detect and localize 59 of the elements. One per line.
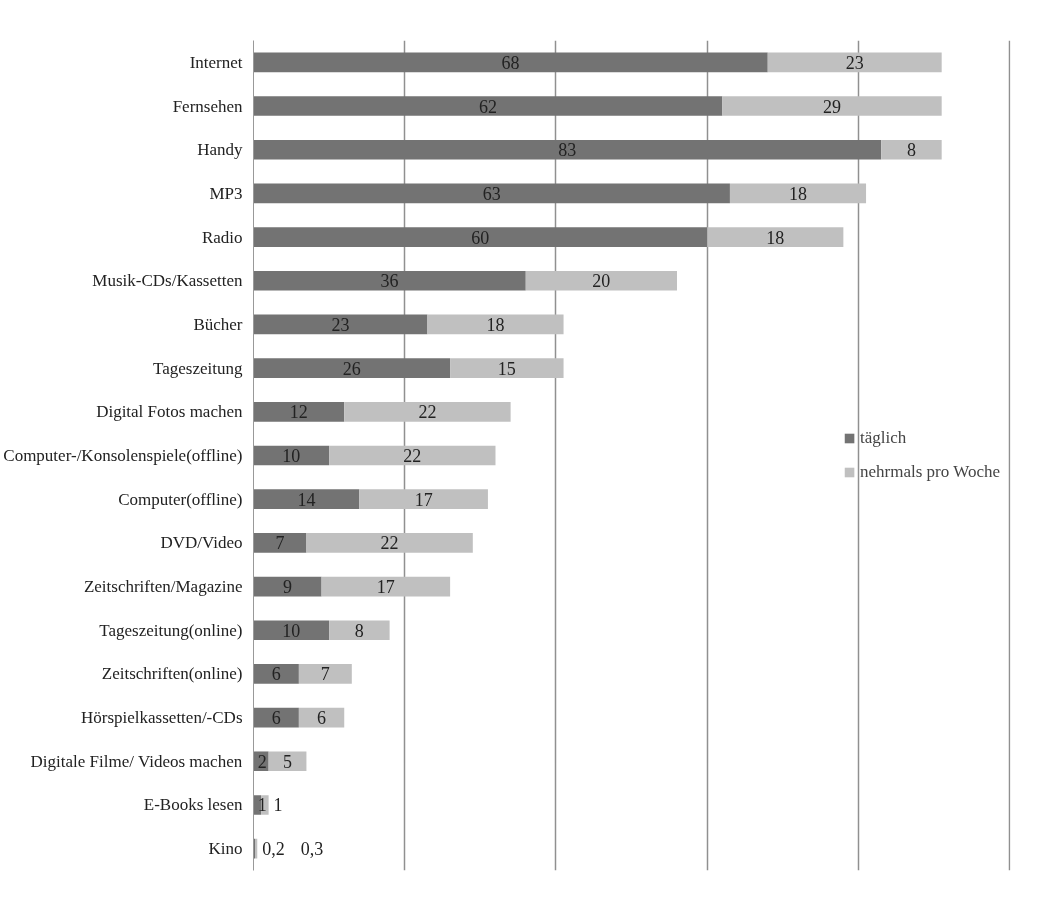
data-label: 17 <box>376 577 395 598</box>
data-label: 17 <box>414 489 433 510</box>
data-label: 10 <box>282 620 301 641</box>
y-tick-label: Zeitschriften(online) <box>101 664 243 684</box>
data-label: 7 <box>275 533 285 554</box>
data-label: 23 <box>845 52 864 73</box>
y-tick-label: MP3 <box>209 183 243 203</box>
data-label: 60 <box>471 227 490 248</box>
data-label: 18 <box>789 183 807 204</box>
data-label: 26 <box>342 358 361 379</box>
legend-label: nehrmals pro Woche <box>860 462 1000 482</box>
y-tick-label: Tageszeitung <box>153 358 243 378</box>
data-label: 18 <box>766 227 785 248</box>
data-label: 62 <box>478 96 497 117</box>
data-label: 63 <box>482 183 501 204</box>
data-label: 83 <box>558 140 577 161</box>
y-tick-label: E-Books lesen <box>143 795 243 815</box>
y-tick-label: Computer-/Konsolenspiele(offline) <box>3 446 243 465</box>
data-label: 22 <box>418 402 437 423</box>
y-tick-label: Musik-CDs/Kassetten <box>92 271 243 291</box>
data-label: 0,2 <box>262 839 285 860</box>
data-label: 1 <box>273 795 283 816</box>
y-tick-label: Kino <box>208 839 243 859</box>
data-label: 2 <box>257 751 267 772</box>
data-label: 22 <box>380 533 399 554</box>
y-tick-label: Zeitschriften/Magazine <box>83 577 243 597</box>
data-label: 20 <box>592 271 611 292</box>
y-tick-label: Radio <box>201 227 243 247</box>
data-label: 1 <box>257 795 267 816</box>
data-label: 18 <box>486 314 505 335</box>
data-label: 14 <box>297 489 316 510</box>
y-tick-label: Hörspielkassetten/-CDs <box>81 708 243 728</box>
data-label: 8 <box>906 140 916 161</box>
data-label: 9 <box>283 577 293 598</box>
y-tick-label: Internet <box>189 52 243 72</box>
legend-label: täglich <box>860 428 907 448</box>
data-label: 0,3 <box>300 839 324 860</box>
y-tick-label: DVD/Video <box>160 533 243 553</box>
y-tick-label: Digital Fotos machen <box>96 402 243 422</box>
data-label: 15 <box>497 358 516 379</box>
data-label: 68 <box>501 52 520 73</box>
data-label: 8 <box>354 620 364 641</box>
data-label: 7 <box>320 664 330 685</box>
y-tick-label: Fernsehen <box>172 96 243 116</box>
y-tick-label: Bücher <box>193 314 243 334</box>
y-tick-label: Tageszeitung(online) <box>99 620 243 640</box>
y-tick-label: Computer(offline) <box>118 489 243 509</box>
data-label: 29 <box>823 96 842 117</box>
data-label: 22 <box>403 446 422 466</box>
data-label: 6 <box>271 664 281 685</box>
data-label: 36 <box>380 271 399 292</box>
data-label: 6 <box>271 708 281 729</box>
data-label: 12 <box>289 402 308 423</box>
data-label: 23 <box>331 314 350 335</box>
data-label: 6 <box>317 708 327 729</box>
y-tick-label: Handy <box>197 140 243 160</box>
data-label: 5 <box>283 751 293 772</box>
y-tick-label: Digitale Filme/ Videos machen <box>30 751 243 771</box>
data-label: 10 <box>282 446 301 466</box>
